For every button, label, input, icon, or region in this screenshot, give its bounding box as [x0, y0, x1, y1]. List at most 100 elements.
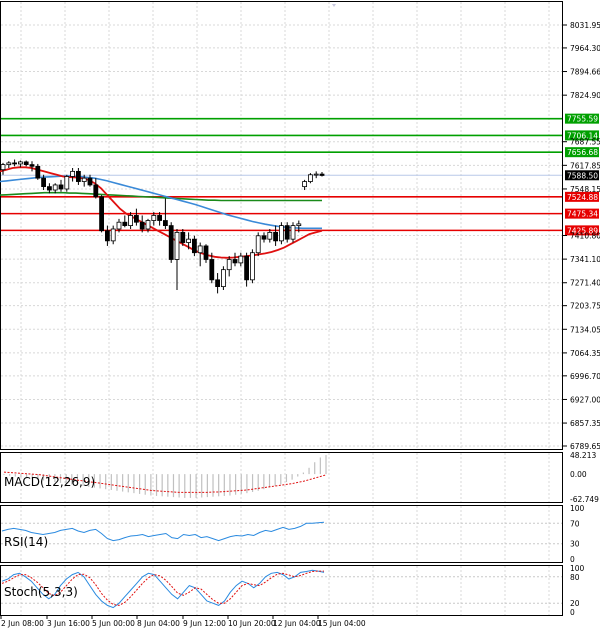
time-axis: 2 Jun 08:00 3 Jun 16:00 5 Jun 00:00 8 Jun 0…	[0, 615, 366, 628]
candle-bearish	[41, 177, 46, 188]
level-value: 7475.34	[567, 210, 598, 219]
moving-averages	[0, 166, 323, 259]
candle-bullish	[116, 221, 122, 230]
price-levels: 7755.59 7706.14 7656.68 7524.88 7475.34 7425.…	[1, 113, 599, 236]
candle-bullish	[267, 231, 273, 240]
level-value: 7524.88	[567, 193, 598, 202]
grid-lines	[1, 2, 562, 615]
candle-bullish	[302, 181, 308, 188]
level-badge	[565, 208, 599, 219]
stoch-d-line	[1, 570, 324, 606]
candle-bearish	[261, 235, 267, 240]
candle-bearish	[76, 170, 81, 182]
candle-bearish	[284, 225, 290, 240]
time-tick-label: 2 Jun 08:00	[1, 619, 44, 628]
candle-bearish	[133, 215, 139, 223]
candle-bullish	[6, 162, 12, 166]
price-tick-label: 7894.66	[570, 68, 600, 77]
macd-tick-label: 48.213	[570, 451, 596, 460]
candle-bullish	[307, 174, 313, 182]
rsi-label: RSI(14)	[4, 535, 48, 549]
candle-bearish	[244, 255, 250, 281]
candle-bullish	[81, 177, 87, 182]
candle-bullish	[174, 231, 180, 260]
shift-marker-icon	[332, 4, 336, 7]
level-badge	[565, 147, 599, 158]
candle-bullish	[290, 225, 296, 240]
level-badge	[565, 191, 599, 202]
time-tick-label: 5 Jun 00:00	[92, 619, 135, 628]
price-tick-label: 6857.35	[570, 419, 600, 428]
rsi-line	[1, 521, 325, 542]
candle-bullish	[226, 259, 232, 271]
ma-mid-line	[0, 175, 322, 230]
macd-tick-label: -62.749	[570, 495, 599, 504]
candle-bullish	[313, 173, 319, 176]
candle-bullish	[52, 184, 58, 191]
ma-fast-line	[0, 166, 323, 259]
level-badge	[565, 130, 599, 141]
macd-label: MACD(12,26,9)	[4, 475, 95, 489]
candle-bearish	[29, 164, 35, 167]
candle-bullish	[238, 255, 244, 264]
rsi-tick-label: 100	[570, 504, 585, 513]
candle-bullish	[249, 252, 255, 281]
time-tick-label: 9 Jun 12:00	[183, 619, 226, 628]
indicator-labels: MACD(12,26,9) RSI(14) Stoch(5,3,3)	[4, 475, 95, 599]
candle-bearish	[319, 173, 325, 176]
price-tick-label: 6927.00	[570, 395, 600, 404]
price-tick-label: 8031.95	[570, 21, 600, 30]
candle-bearish	[215, 279, 221, 288]
stoch-k-line	[1, 569, 325, 609]
candle-bearish	[105, 230, 110, 242]
time-tick-label: 3 Jun 16:00	[47, 619, 90, 628]
time-tick-label: 8 Jun 04:00	[137, 619, 180, 628]
level-value: 7425.89	[567, 226, 598, 235]
candle-bearish	[232, 259, 238, 264]
candle-bearish	[168, 225, 174, 260]
stoch-tick-label: 0	[570, 608, 575, 617]
current-price-value: 7588.50	[567, 171, 598, 180]
candle-bearish	[122, 221, 128, 227]
candle-bearish	[87, 177, 93, 186]
price-tick-label: 7687.55	[570, 138, 600, 147]
candle-bearish	[191, 238, 197, 254]
price-tick-label: 7341.10	[570, 255, 600, 264]
ma-slow-line	[0, 191, 322, 202]
panel-frame-rsi	[0, 505, 563, 563]
price-tick-label: 7134.05	[570, 325, 600, 334]
panel-frame-macd	[0, 452, 563, 503]
candle-bearish	[93, 184, 99, 198]
candle-bearish	[203, 245, 209, 260]
candle-bullish	[296, 223, 302, 227]
candle-bullish	[255, 235, 261, 254]
price-tick-label: 7271.40	[570, 279, 600, 288]
candle-bearish	[180, 231, 186, 243]
stoch-tick-label: 20	[570, 599, 580, 608]
candle-bullish	[220, 269, 226, 288]
stoch-label: Stoch(5,3,3)	[4, 585, 78, 599]
macd-panel: 48.213 0.00 -62.749	[3, 451, 599, 504]
candle-bullish	[197, 245, 203, 254]
candle-bearish	[99, 196, 104, 232]
candle-bullish	[70, 170, 75, 177]
time-tick-label: 15 Jun 04:00	[318, 619, 366, 628]
candle-bullish	[145, 220, 151, 230]
panel-frames	[0, 1, 563, 616]
rsi-tick-label: 0	[570, 555, 575, 564]
level-value: 7706.14	[567, 131, 598, 140]
level-badge	[565, 225, 599, 236]
candle-bullish	[64, 176, 70, 190]
candlesticks	[0, 159, 325, 294]
stoch-tick-label: 100	[570, 564, 585, 573]
candle-bullish	[0, 164, 6, 171]
candle-bearish	[162, 220, 168, 227]
price-axis: 8031.95 7964.30 7894.66 7824.90 7687.55 7617.…	[563, 21, 600, 451]
panel-frame-stoch	[0, 565, 563, 616]
candle-bearish	[139, 221, 145, 230]
price-tick-label: 7410.80	[570, 232, 600, 241]
candle-bullish	[128, 215, 134, 227]
time-tick-label: 10 Jun 20:00	[228, 619, 276, 628]
candle-bearish	[273, 231, 279, 242]
